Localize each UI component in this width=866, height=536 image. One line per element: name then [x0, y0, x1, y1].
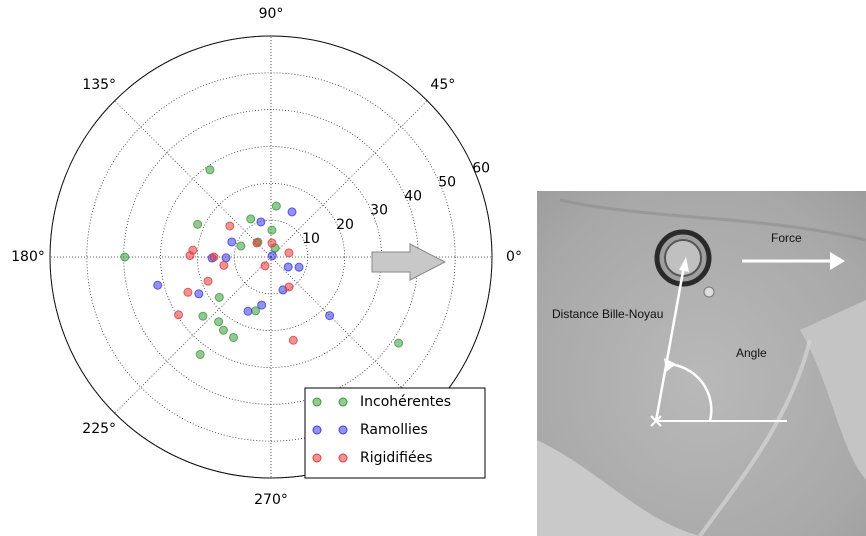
- point: [214, 292, 224, 302]
- point: [257, 300, 267, 310]
- point: [195, 349, 205, 359]
- point: [288, 335, 298, 345]
- point: [294, 262, 304, 272]
- legend-label: Ramollies: [360, 422, 428, 438]
- theta-tick-label: 0°: [506, 249, 522, 265]
- theta-tick-label: 180°: [11, 249, 45, 265]
- point: [209, 252, 219, 262]
- legend-box: [304, 387, 486, 479]
- point: [284, 248, 294, 258]
- point: [394, 338, 404, 348]
- point: [243, 306, 253, 316]
- point: [256, 217, 266, 227]
- legend-marker: [338, 425, 348, 435]
- point: [252, 238, 262, 248]
- direction-arrow: [371, 243, 447, 281]
- legend-marker: [312, 425, 322, 435]
- point: [225, 221, 235, 231]
- point: [185, 251, 195, 261]
- point: [267, 225, 277, 235]
- theta-tick-label: 270°: [254, 492, 288, 508]
- point: [267, 251, 277, 261]
- grid-spoke: [270, 100, 428, 258]
- legend-marker: [338, 397, 348, 407]
- point: [183, 287, 193, 297]
- point: [221, 253, 231, 263]
- point: [267, 238, 277, 248]
- point: [198, 311, 208, 321]
- grid-spoke: [114, 256, 272, 414]
- theta-tick-label: 90°: [259, 6, 284, 22]
- r-tick-label: 40: [404, 189, 422, 205]
- point: [236, 241, 246, 251]
- point: [283, 262, 293, 272]
- point: [260, 261, 270, 271]
- point: [287, 207, 297, 217]
- r-tick-label: 50: [438, 175, 456, 191]
- point: [203, 276, 213, 286]
- theta-tick-label: 225°: [82, 421, 116, 437]
- point: [219, 260, 229, 270]
- point: [271, 201, 281, 211]
- point: [174, 310, 184, 320]
- microscopy-image: Force Distance Bille-Noyau Angle: [537, 191, 866, 536]
- legend-marker: [312, 453, 322, 463]
- angle-label: Angle: [736, 346, 767, 360]
- r-tick-label: 20: [336, 217, 354, 233]
- force-label: Force: [771, 231, 802, 245]
- r-tick-label: 60: [472, 160, 490, 176]
- point: [153, 280, 163, 290]
- point: [246, 214, 256, 224]
- grid-ring: [196, 182, 346, 332]
- grid-ring: [86, 72, 456, 442]
- point: [205, 165, 215, 175]
- legend-marker: [338, 453, 348, 463]
- point: [284, 282, 294, 292]
- points: [120, 165, 404, 359]
- point: [228, 332, 238, 342]
- point: [218, 325, 228, 335]
- r-tick-label: 10: [302, 231, 320, 247]
- theta-tick-label: 45°: [430, 77, 455, 93]
- point: [214, 317, 224, 327]
- point: [227, 237, 237, 247]
- legend-marker: [312, 397, 322, 407]
- legend-label: Incohérentes: [360, 394, 451, 410]
- point: [194, 289, 204, 299]
- distance-label: Distance Bille-Noyau: [552, 307, 663, 321]
- theta-tick-label: 135°: [82, 77, 116, 93]
- legend-label: Rigidifiées: [360, 450, 433, 466]
- grid-spoke: [270, 256, 428, 414]
- point: [325, 311, 335, 321]
- grid-ring: [49, 35, 493, 479]
- point: [193, 219, 203, 229]
- grid-spoke: [114, 100, 272, 258]
- r-tick-label: 30: [370, 203, 388, 219]
- legend: Incohérentes Ramollies Rigidifiées: [304, 387, 486, 479]
- point: [120, 252, 130, 262]
